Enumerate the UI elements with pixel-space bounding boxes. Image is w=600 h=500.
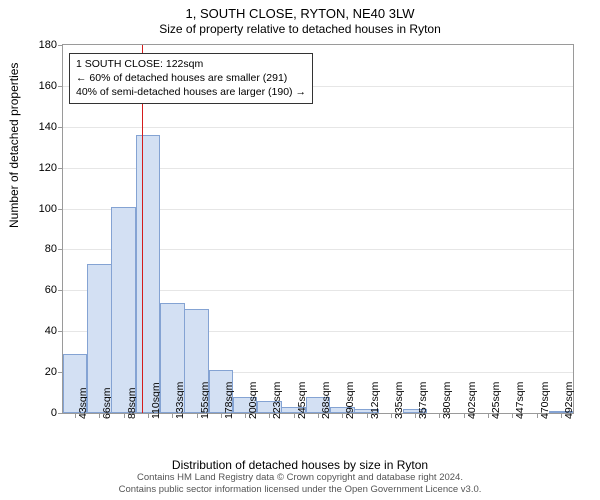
xtick-mark xyxy=(464,413,465,418)
ytick-label: 100 xyxy=(39,203,57,215)
xtick-label: 223sqm xyxy=(271,382,283,419)
sub-title: Size of property relative to detached ho… xyxy=(0,22,600,36)
xtick-mark xyxy=(415,413,416,418)
histogram-bar xyxy=(136,135,160,413)
footer-line-2: Contains public sector information licen… xyxy=(0,484,600,496)
xtick-mark xyxy=(391,413,392,418)
ytick-mark xyxy=(58,413,63,414)
xtick-mark xyxy=(245,413,246,418)
annotation-line-3: 40% of semi-detached houses are larger (… xyxy=(76,85,306,99)
xtick-mark xyxy=(197,413,198,418)
xtick-label: 290sqm xyxy=(344,382,356,419)
ytick-label: 0 xyxy=(51,407,57,419)
ytick-label: 60 xyxy=(45,284,57,296)
y-axis-label: Number of detached properties xyxy=(7,63,21,228)
ytick-label: 180 xyxy=(39,39,57,51)
xtick-label: 268sqm xyxy=(320,382,332,419)
footer-line-1: Contains HM Land Registry data © Crown c… xyxy=(0,472,600,484)
ytick-mark xyxy=(58,249,63,250)
ytick-mark xyxy=(58,127,63,128)
ytick-label: 20 xyxy=(45,366,57,378)
xtick-mark xyxy=(124,413,125,418)
histogram-chart: 02040608010012014016018043sqm66sqm88sqm1… xyxy=(62,44,574,414)
xtick-label: 470sqm xyxy=(539,382,551,419)
ytick-label: 140 xyxy=(39,121,57,133)
xtick-label: 312sqm xyxy=(369,382,381,419)
annotation-line-2: ← 60% of detached houses are smaller (29… xyxy=(76,71,306,85)
xtick-mark xyxy=(294,413,295,418)
ytick-mark xyxy=(58,86,63,87)
ytick-mark xyxy=(58,168,63,169)
title-block: 1, SOUTH CLOSE, RYTON, NE40 3LW Size of … xyxy=(0,0,600,36)
ytick-mark xyxy=(58,290,63,291)
xtick-mark xyxy=(75,413,76,418)
ytick-mark xyxy=(58,45,63,46)
annotation-box: 1 SOUTH CLOSE: 122sqm ← 60% of detached … xyxy=(69,53,313,104)
xtick-mark xyxy=(537,413,538,418)
xtick-mark xyxy=(221,413,222,418)
ytick-mark xyxy=(58,331,63,332)
xtick-label: 380sqm xyxy=(441,382,453,419)
xtick-mark xyxy=(367,413,368,418)
footer-attribution: Contains HM Land Registry data © Crown c… xyxy=(0,472,600,496)
ytick-label: 40 xyxy=(45,325,57,337)
xtick-label: 357sqm xyxy=(417,382,429,419)
ytick-label: 80 xyxy=(45,243,57,255)
ytick-label: 160 xyxy=(39,80,57,92)
ytick-label: 120 xyxy=(39,162,57,174)
xtick-label: 492sqm xyxy=(563,382,575,419)
gridline-h xyxy=(63,127,573,128)
xtick-mark xyxy=(148,413,149,418)
xtick-mark xyxy=(561,413,562,418)
histogram-bar xyxy=(111,207,135,413)
x-axis-label: Distribution of detached houses by size … xyxy=(0,458,600,472)
xtick-label: 402sqm xyxy=(466,382,478,419)
xtick-label: 335sqm xyxy=(393,382,405,419)
xtick-mark xyxy=(318,413,319,418)
annotation-line-1: 1 SOUTH CLOSE: 122sqm xyxy=(76,57,306,71)
ytick-mark xyxy=(58,209,63,210)
xtick-mark xyxy=(488,413,489,418)
main-title: 1, SOUTH CLOSE, RYTON, NE40 3LW xyxy=(0,6,600,21)
xtick-label: 447sqm xyxy=(514,382,526,419)
xtick-label: 425sqm xyxy=(490,382,502,419)
